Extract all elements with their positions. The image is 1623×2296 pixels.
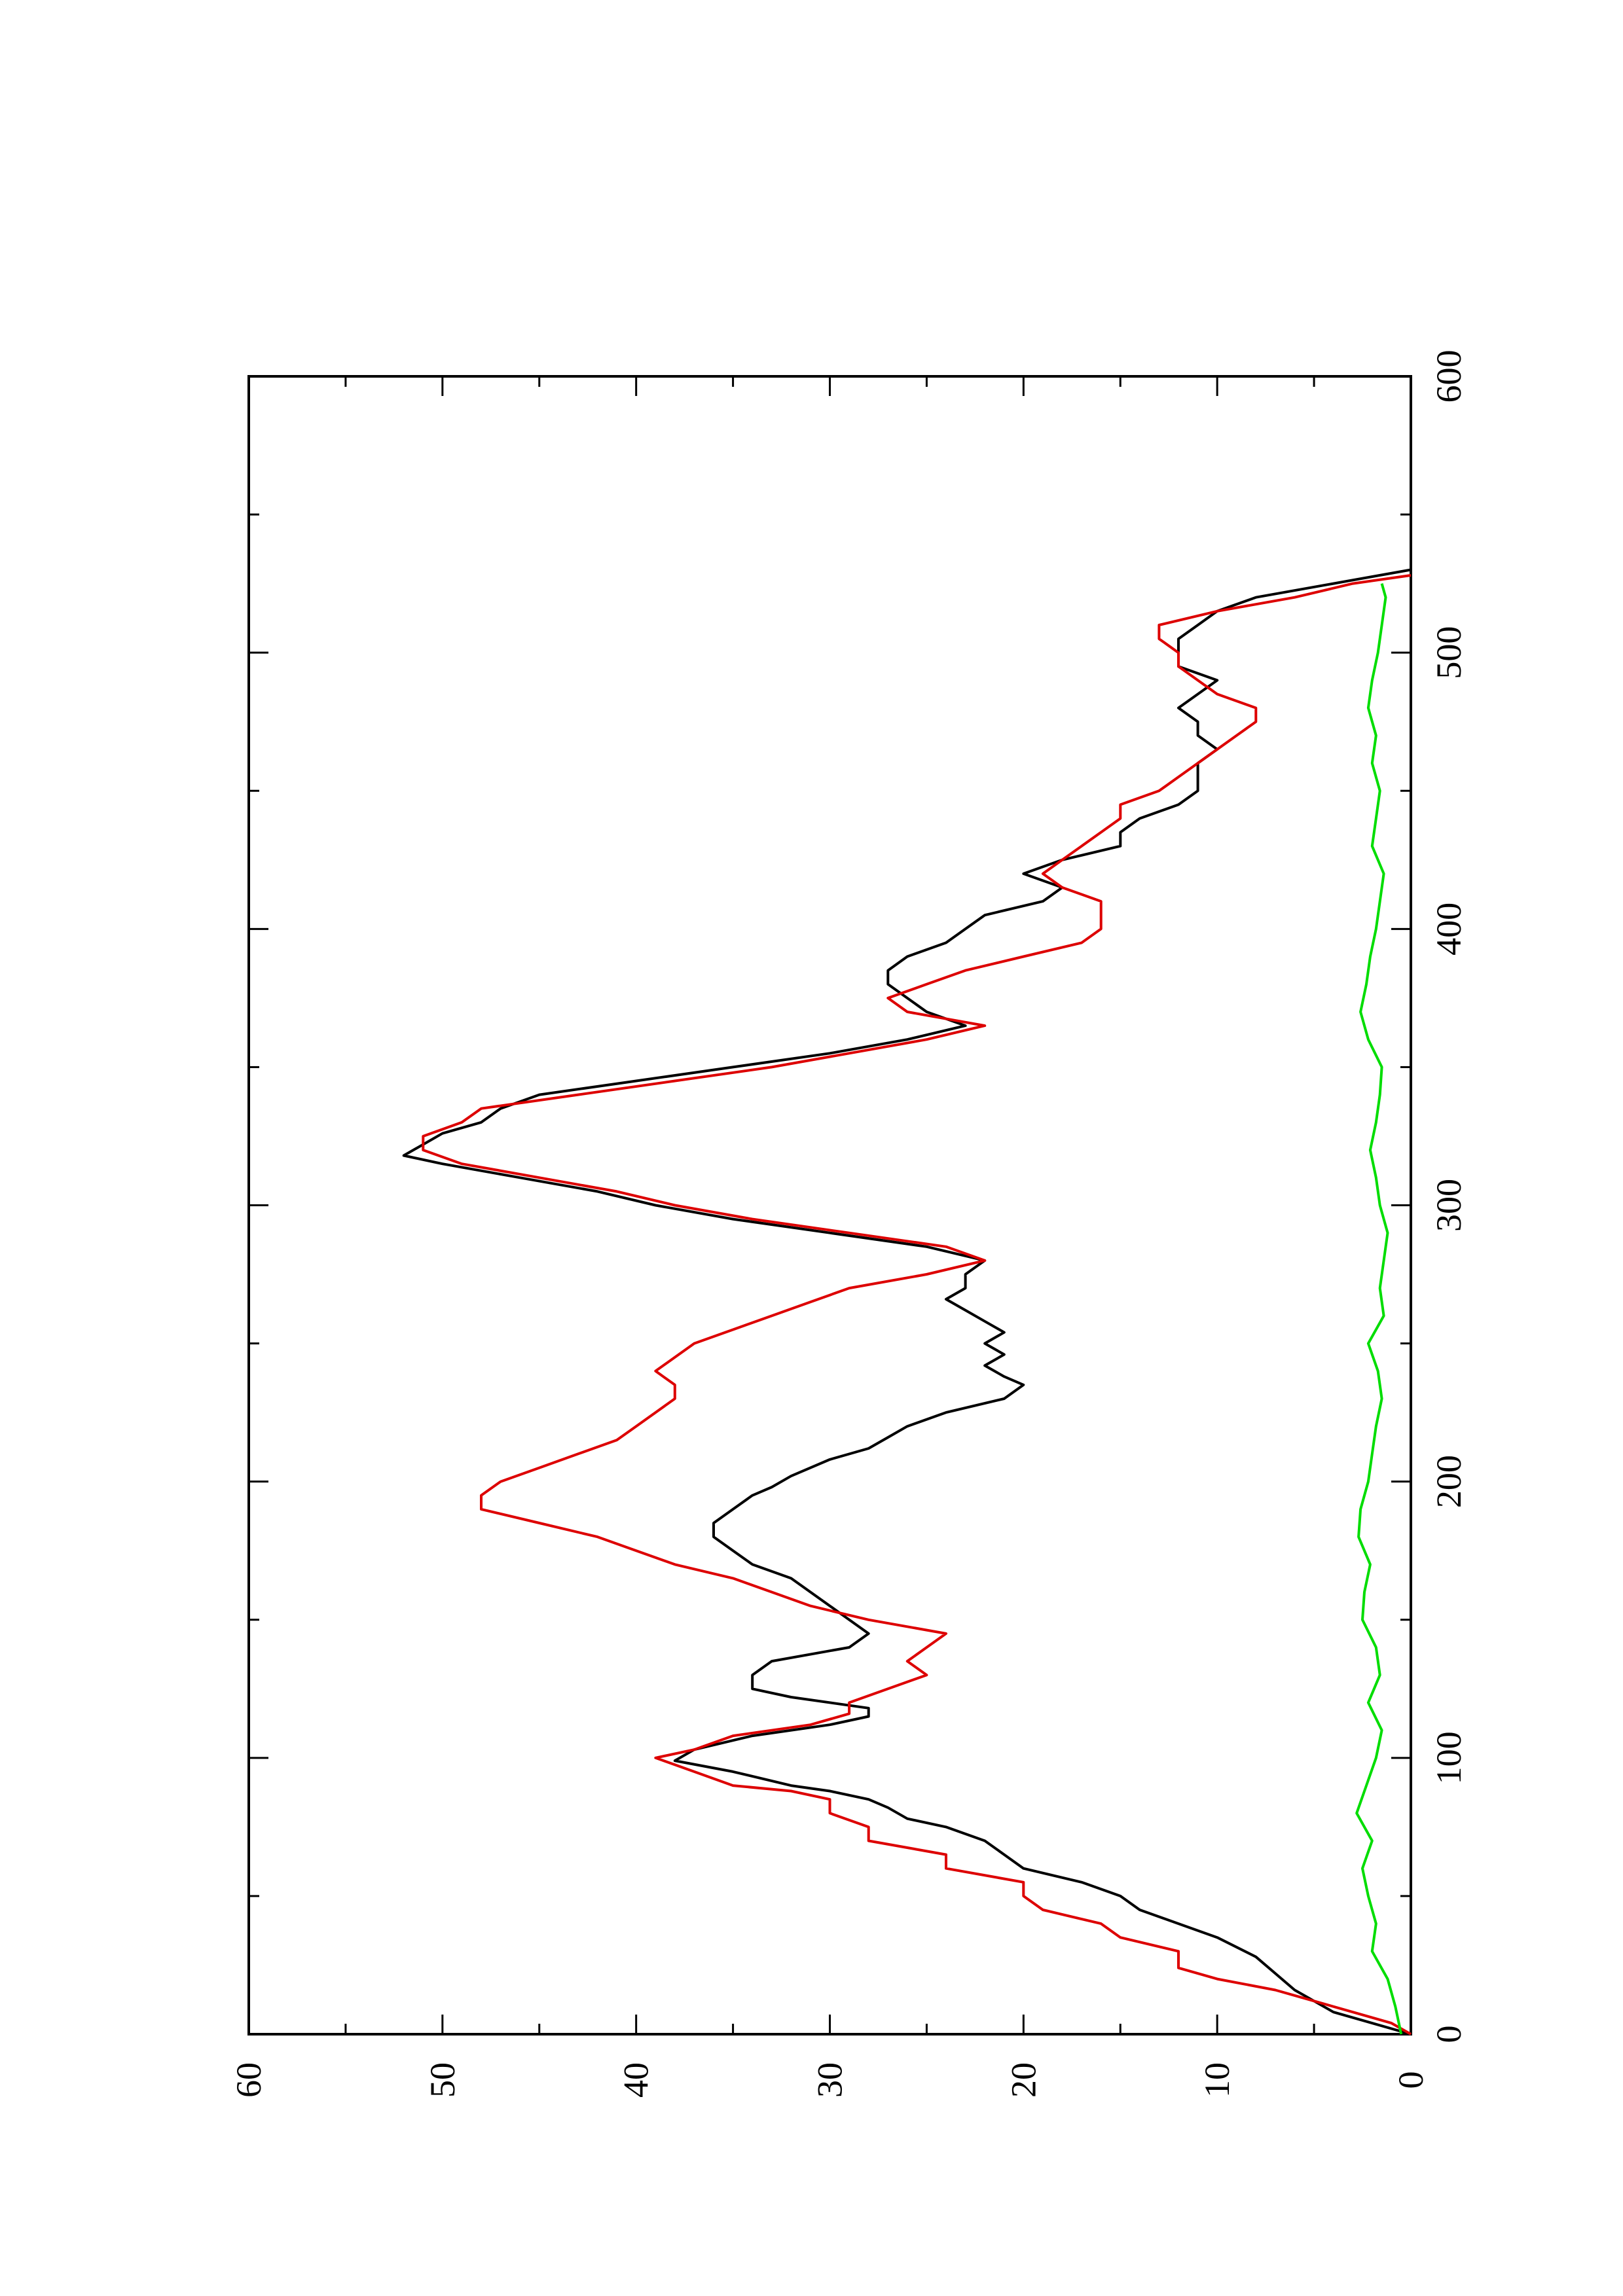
y-tick-label: 50 [423, 2062, 462, 2098]
series-line-3 [1355, 583, 1403, 2035]
x-tick-label: 400 [1429, 903, 1468, 956]
x-tick-label: 300 [1429, 1179, 1468, 1232]
series-lines [402, 568, 1412, 2036]
x-tick-label: 100 [1429, 1731, 1468, 1784]
y-tick-label: 20 [1004, 2062, 1043, 2098]
y-tick-label: 0 [1391, 2072, 1431, 2089]
x-tick-label: 0 [1429, 2026, 1468, 2043]
tick-labels: 0 100 200 300 400 500 600 0 10 20 30 40 50 60 [229, 350, 1468, 2098]
x-tick-label: 500 [1429, 626, 1468, 679]
series-line-1 [402, 568, 1412, 2036]
x-tick-label: 600 [1429, 350, 1468, 403]
y-tick-label: 60 [229, 2062, 268, 2098]
series-line-2 [422, 574, 1412, 2036]
y-tick-label: 40 [617, 2062, 656, 2098]
y-tick-label: 10 [1197, 2062, 1237, 2098]
x-tick-label: 200 [1429, 1455, 1468, 1508]
axis-ticks [247, 375, 1412, 2036]
y-tick-label: 30 [811, 2062, 850, 2098]
